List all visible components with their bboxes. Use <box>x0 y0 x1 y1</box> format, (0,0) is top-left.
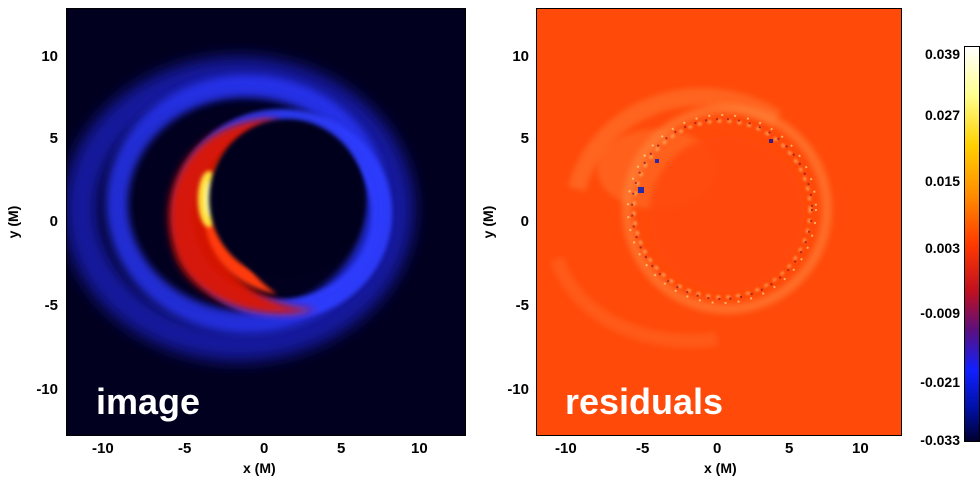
right-x-tick: 10 <box>852 440 869 457</box>
left-y-axis-title: y (M) <box>5 205 21 239</box>
black-hole-image <box>67 9 465 435</box>
right-y-tick: -10 <box>507 381 529 398</box>
right-x-tick: 0 <box>713 440 722 457</box>
right-x-tick: -5 <box>636 440 650 457</box>
left-x-tick: 0 <box>260 440 269 457</box>
right-y-axis-title: y (M) <box>480 205 496 239</box>
left-x-tick: 5 <box>337 440 346 457</box>
right-x-tick: -10 <box>555 440 577 457</box>
left-y-tick: 0 <box>49 213 58 230</box>
right-y-tick: 0 <box>520 213 529 230</box>
residuals-panel-label: residuals <box>565 381 724 422</box>
right-y-tick: 10 <box>512 48 529 65</box>
image-plot <box>66 8 466 436</box>
left-y-tick: 5 <box>49 130 58 147</box>
right-x-tick: 5 <box>785 440 794 457</box>
left-x-tick: 10 <box>411 440 428 457</box>
residuals-image <box>537 9 901 435</box>
right-x-axis-title: x (M) <box>704 460 737 476</box>
colorbar-tick: 0.027 <box>924 107 960 123</box>
residuals-plot <box>536 8 902 436</box>
colorbar-tick: 0.003 <box>924 240 960 256</box>
colorbar-tick: 0.015 <box>924 173 960 189</box>
left-x-axis-title: x (M) <box>243 460 276 476</box>
colorbar-tick: -0.009 <box>920 305 960 321</box>
colorbar-tick: 0.039 <box>924 46 960 62</box>
right-y-tick: 5 <box>520 130 529 147</box>
colorbar-tick: -0.033 <box>920 432 960 448</box>
left-y-tick: 10 <box>41 48 58 65</box>
left-x-tick: -5 <box>178 440 192 457</box>
left-y-tick: -10 <box>36 381 58 398</box>
left-y-tick: -5 <box>44 297 58 314</box>
image-panel-label: image <box>96 381 201 422</box>
colorbar <box>964 46 980 442</box>
right-y-tick: -5 <box>515 297 529 314</box>
colorbar-tick: -0.021 <box>920 374 960 390</box>
left-x-tick: -10 <box>92 440 114 457</box>
